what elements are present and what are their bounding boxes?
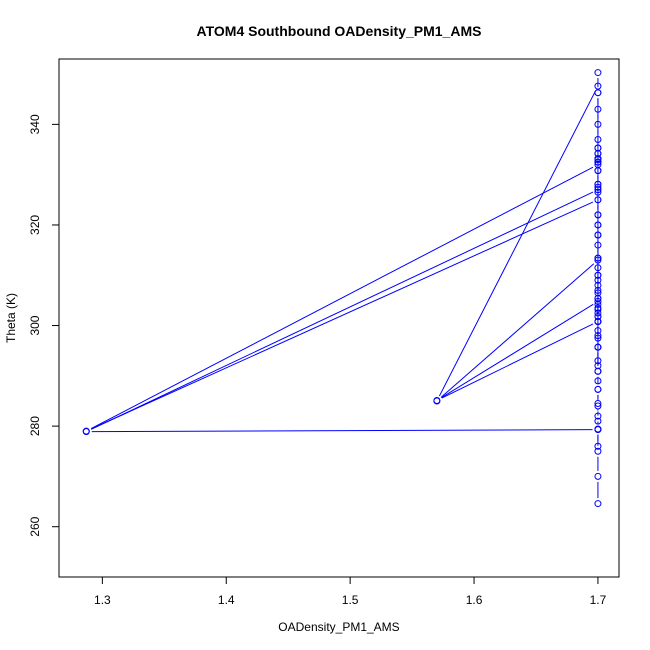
y-tick-label: 340 xyxy=(28,114,42,134)
data-point xyxy=(594,264,602,272)
y-axis: 260 280 300 320 340 xyxy=(28,114,59,537)
x-tick-label: 1.6 xyxy=(466,593,483,607)
data-point xyxy=(594,254,602,262)
data-point xyxy=(594,294,602,302)
series-segment xyxy=(91,201,594,430)
data-point xyxy=(594,417,602,425)
x-axis-label: OADensity_PM1_AMS xyxy=(278,620,399,634)
series-segment xyxy=(441,303,594,399)
x-tick-label: 1.3 xyxy=(94,593,111,607)
data-point xyxy=(594,367,602,375)
data-point xyxy=(594,447,602,455)
data-point xyxy=(594,156,602,164)
data-point xyxy=(594,426,602,434)
data-point xyxy=(594,318,602,326)
data-point xyxy=(594,334,602,342)
data-point xyxy=(594,241,602,249)
series-segment xyxy=(90,166,594,430)
data-point xyxy=(594,332,602,340)
data-point xyxy=(594,180,602,188)
data-point xyxy=(594,276,602,284)
data-point xyxy=(594,472,602,480)
data-point xyxy=(594,343,602,351)
data-point xyxy=(594,399,602,407)
data-point xyxy=(594,286,602,294)
chart-title: ATOM4 Southbound OADensity_PM1_AMS xyxy=(197,23,482,39)
data-point xyxy=(594,281,602,289)
data-point xyxy=(594,442,602,450)
data-point xyxy=(594,135,602,143)
y-tick-label: 280 xyxy=(28,416,42,436)
data-point xyxy=(82,427,90,435)
y-tick-label: 300 xyxy=(28,315,42,335)
y-tick-label: 260 xyxy=(28,516,42,536)
data-point xyxy=(594,500,602,508)
data-point xyxy=(594,412,602,420)
data-point xyxy=(594,211,602,219)
series-line xyxy=(90,78,599,499)
data-point xyxy=(594,82,602,90)
data-point xyxy=(594,377,602,385)
data-point xyxy=(594,297,602,305)
data-points xyxy=(82,69,602,508)
data-point xyxy=(594,304,602,312)
series-segment xyxy=(441,323,594,399)
series-segment xyxy=(438,90,596,397)
y-axis-label: Theta (K) xyxy=(4,293,18,343)
plot-frame xyxy=(58,58,620,578)
data-point xyxy=(594,188,602,196)
y-tick-label: 320 xyxy=(28,215,42,235)
x-tick-label: 1.7 xyxy=(590,593,607,607)
data-point xyxy=(594,196,602,204)
series-segment xyxy=(440,263,595,398)
data-point xyxy=(594,221,602,229)
data-point xyxy=(594,256,602,264)
data-point xyxy=(594,89,602,97)
data-point xyxy=(594,69,602,77)
series-segment xyxy=(91,191,594,430)
data-point xyxy=(594,271,602,279)
data-point xyxy=(594,385,602,393)
data-point xyxy=(594,161,602,169)
x-tick-label: 1.5 xyxy=(342,593,359,607)
data-point xyxy=(594,105,602,113)
data-point xyxy=(594,327,602,335)
data-point xyxy=(594,357,602,365)
data-point xyxy=(594,309,602,317)
data-point xyxy=(594,120,602,128)
data-point xyxy=(594,231,602,239)
data-point xyxy=(594,144,602,152)
data-point xyxy=(594,183,602,191)
x-tick-label: 1.4 xyxy=(218,593,235,607)
x-axis: 1.3 1.4 1.5 1.6 1.7 xyxy=(94,577,607,607)
data-point xyxy=(433,396,441,404)
data-point xyxy=(594,402,602,410)
data-point xyxy=(594,158,602,166)
series-segment xyxy=(91,429,593,433)
data-point xyxy=(594,312,602,320)
